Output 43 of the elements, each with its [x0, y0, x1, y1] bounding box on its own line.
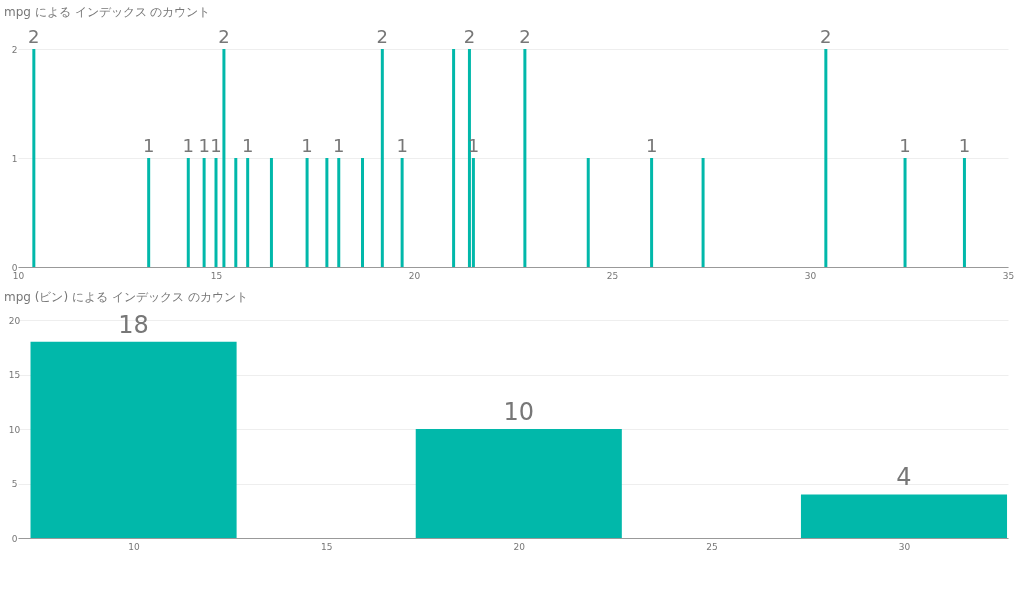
- data-label: 2: [376, 26, 389, 47]
- y-tick-label: 1: [11, 153, 18, 164]
- x-tick-label: 30: [804, 270, 817, 281]
- x-tick-label: 20: [513, 541, 526, 552]
- data-label: 10: [503, 398, 535, 426]
- data-label: 1: [958, 135, 971, 156]
- data-label: 1: [210, 135, 222, 156]
- data-label: 18: [118, 310, 149, 339]
- y-tick-label: 5: [11, 479, 18, 489]
- y-tick-label: 20: [8, 315, 21, 326]
- y-tick-label: 15: [8, 370, 21, 380]
- x-tick-label: 25: [606, 270, 619, 281]
- data-label: 2: [519, 26, 531, 47]
- data-label: 1: [396, 135, 408, 156]
- data-label: 2: [463, 26, 476, 47]
- data-label: 1: [182, 135, 195, 156]
- data-label: 2: [218, 26, 230, 47]
- data-label: 2: [820, 26, 832, 47]
- data-label: 1: [333, 135, 345, 156]
- y-tick-label: 0: [11, 262, 18, 273]
- data-label: 1: [198, 135, 210, 156]
- x-tick-label: 35: [1002, 270, 1015, 281]
- data-label: 1: [142, 135, 155, 156]
- data-label: 1: [899, 135, 911, 156]
- y-tick-label: 10: [8, 424, 21, 435]
- chart-title: mpg (ビン) による インデックス のカウント: [4, 289, 248, 304]
- x-tick-label: 15: [210, 270, 223, 281]
- chart-title: mpg による インデックス のカウント: [4, 5, 211, 19]
- y-tick-label: 2: [11, 44, 18, 55]
- bar: [415, 429, 622, 538]
- data-label: 1: [645, 135, 658, 156]
- x-tick-label: 10: [128, 541, 141, 552]
- x-tick-label: 15: [320, 541, 333, 552]
- x-tick-label: 20: [408, 270, 421, 281]
- data-label: 1: [241, 135, 254, 156]
- bar: [30, 341, 237, 538]
- x-tick-label: 30: [898, 541, 911, 552]
- y-tick-label: 0: [11, 533, 18, 544]
- x-tick-label: 25: [706, 541, 718, 552]
- data-label: 1: [301, 135, 313, 156]
- data-label: 2: [28, 26, 40, 47]
- data-label: 4: [896, 463, 912, 492]
- bar: [800, 494, 1008, 538]
